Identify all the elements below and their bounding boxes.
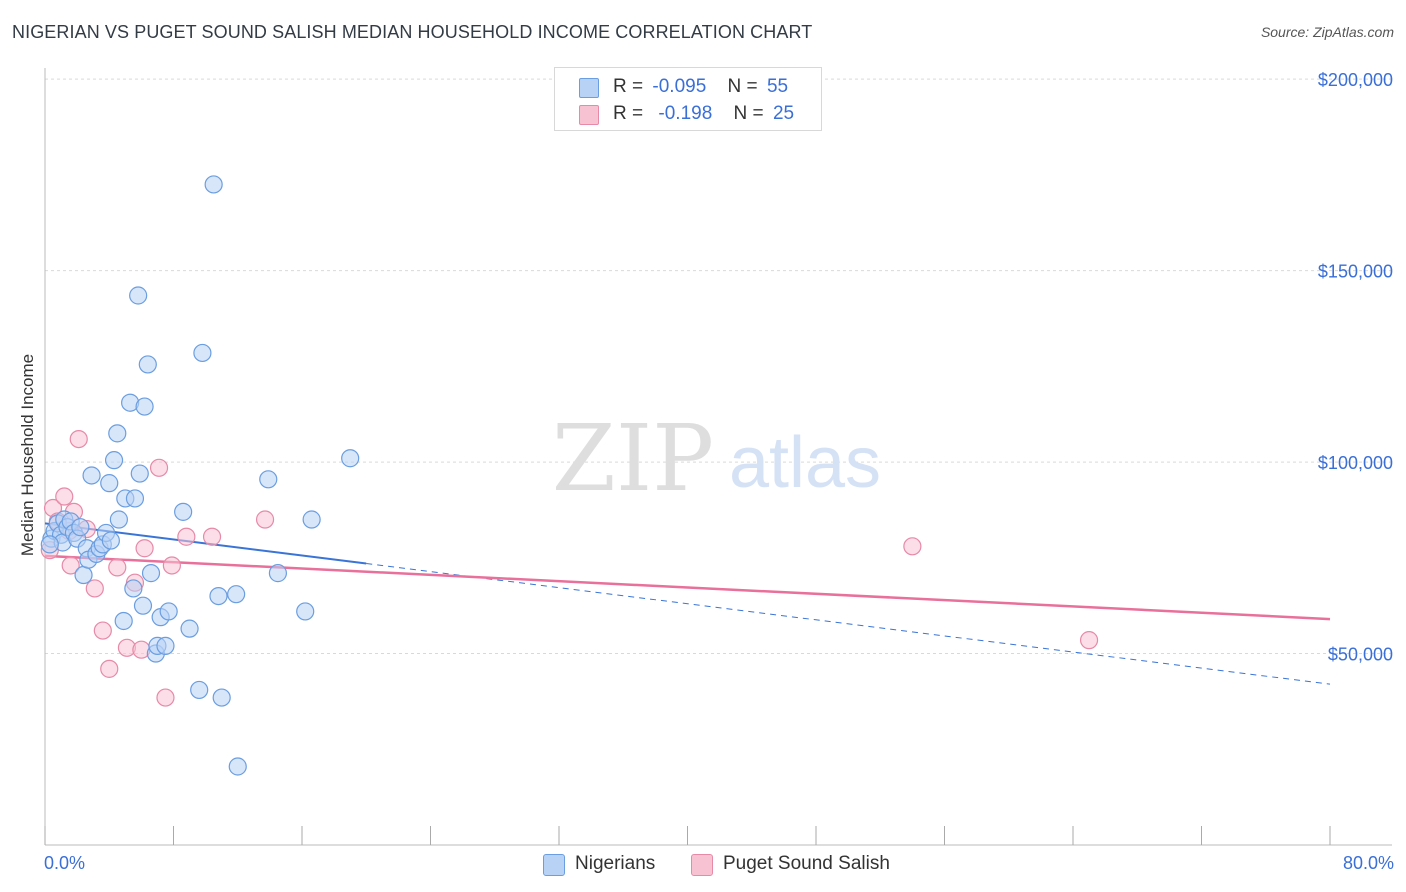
nigerian-point xyxy=(109,510,128,529)
legend-label: Puget Sound Salish xyxy=(723,853,890,874)
puget-point xyxy=(162,556,181,575)
n-label: N = xyxy=(733,103,764,124)
nigerian-point xyxy=(108,424,127,443)
y-tick-labels: $50,000 $100,000 $150,000 $200,000 xyxy=(1318,70,1393,664)
nigerian-trend-extension xyxy=(366,563,1331,685)
watermark-zip: ZIP xyxy=(552,405,714,512)
puget-point xyxy=(93,621,112,640)
nigerian-point xyxy=(180,619,199,638)
nigerian-point xyxy=(212,688,231,707)
nigerian-point xyxy=(268,564,288,583)
nigerian-point xyxy=(135,397,154,416)
nigerian-point xyxy=(74,565,93,585)
axes xyxy=(44,68,1392,846)
r-value: -0.095 xyxy=(652,76,707,97)
puget-trend-line xyxy=(44,554,1331,621)
trend-lines xyxy=(44,522,1331,685)
nigerian-point xyxy=(138,355,157,374)
nigerian-point xyxy=(100,474,119,493)
nigerian-point xyxy=(209,586,228,606)
y-tick-label: $50,000 xyxy=(1328,645,1393,665)
watermark-atlas: atlas xyxy=(729,423,881,503)
puget-point xyxy=(177,527,196,546)
nigerian-point xyxy=(174,502,193,521)
y-tick-label: $200,000 xyxy=(1318,70,1393,90)
nigerian-point xyxy=(204,175,223,194)
n-value: 25 xyxy=(772,103,795,124)
nigerian-points xyxy=(40,175,360,776)
nigerian-point xyxy=(227,585,246,604)
y-tick-label: $150,000 xyxy=(1318,262,1393,282)
nigerian-point xyxy=(259,470,278,489)
nigerian-point xyxy=(302,510,321,529)
nigerian-point xyxy=(104,451,124,470)
puget-point xyxy=(135,539,154,558)
nigerian-point xyxy=(190,680,209,700)
legend-label: Nigerians xyxy=(575,853,656,874)
puget-point xyxy=(255,510,275,529)
nigerian-point xyxy=(130,464,149,483)
puget-point xyxy=(108,558,127,577)
nigerian-point xyxy=(71,518,90,537)
puget-point xyxy=(61,556,80,575)
nigerian-point xyxy=(125,489,145,508)
watermark: ZIP atlas xyxy=(552,405,881,512)
nigerian-point xyxy=(129,286,148,305)
nigerian-point xyxy=(159,602,178,621)
r-value: -0.198 xyxy=(658,103,713,124)
puget-point xyxy=(85,579,104,598)
x-max-label: 80.0% xyxy=(1342,853,1394,873)
nigerian-point xyxy=(114,611,133,631)
puget-point xyxy=(69,429,88,449)
n-label: N = xyxy=(727,76,758,97)
source-label: Source: ZipAtlas.com xyxy=(1260,24,1394,40)
r-label: R = xyxy=(613,103,644,124)
pink-swatch xyxy=(691,854,713,876)
blue-swatch xyxy=(543,854,565,876)
correlation-legend: R = -0.095 N = 55 R = -0.198 N = 25 xyxy=(554,67,822,131)
nigerian-point xyxy=(141,564,161,583)
nigerian-point xyxy=(228,757,247,776)
chart-title: NIGERIAN VS PUGET SOUND SALISH MEDIAN HO… xyxy=(12,22,813,42)
n-value: 55 xyxy=(766,76,789,97)
x-min-label: 0.0% xyxy=(44,853,86,873)
puget-point xyxy=(149,458,169,477)
puget-point xyxy=(156,688,175,707)
nigerian-point xyxy=(341,449,360,468)
nigerian-point xyxy=(296,602,315,621)
pink-swatch xyxy=(579,105,599,125)
puget-point xyxy=(55,487,74,506)
nigerian-point xyxy=(156,636,175,655)
nigerian-point xyxy=(133,596,153,615)
nigerian-point xyxy=(40,535,59,554)
puget-point xyxy=(202,527,222,546)
gridlines xyxy=(45,78,1392,655)
puget-point xyxy=(100,659,119,678)
blue-swatch xyxy=(579,78,599,98)
nigerian-point xyxy=(193,343,212,363)
r-label: R = xyxy=(613,76,644,97)
puget-point xyxy=(903,537,922,556)
puget-point xyxy=(1079,631,1099,650)
y-tick-label: $100,000 xyxy=(1318,453,1393,473)
nigerian-point xyxy=(101,531,120,550)
nigerian-point xyxy=(82,466,101,485)
nigerian-point xyxy=(124,579,143,598)
